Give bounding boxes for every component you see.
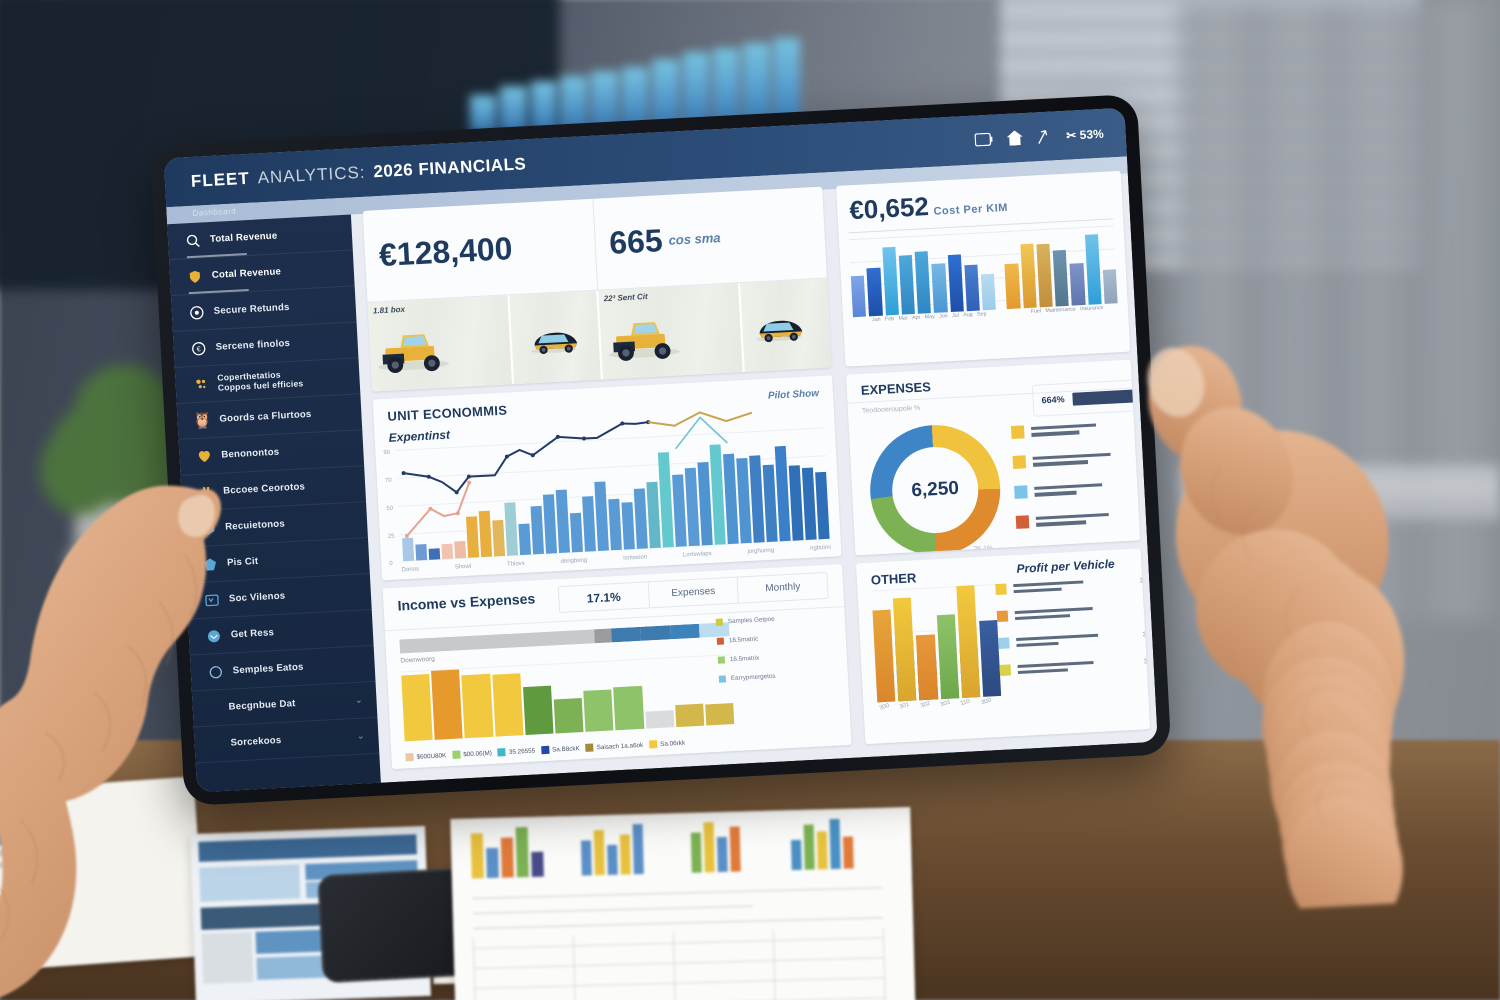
svg-text:70: 70 — [385, 478, 393, 484]
svg-text:50: 50 — [386, 506, 394, 512]
svg-text:90: 90 — [383, 450, 391, 456]
svg-text:25: 25 — [388, 534, 396, 540]
svg-text:0: 0 — [389, 561, 393, 567]
